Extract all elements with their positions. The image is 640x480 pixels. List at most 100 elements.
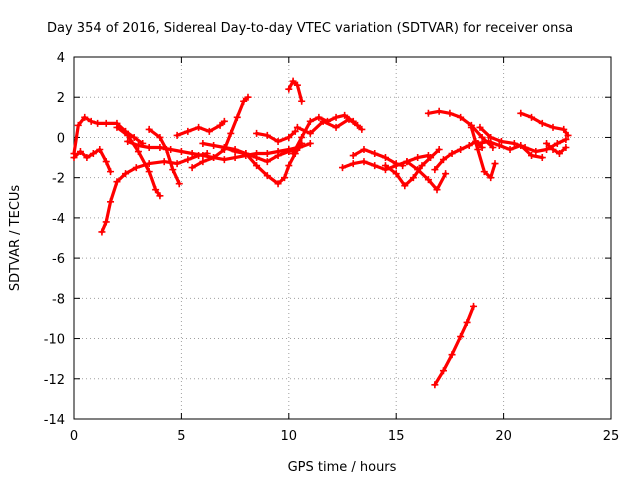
- data-point: [491, 160, 499, 168]
- data-point: [102, 218, 110, 226]
- series-line: [72, 115, 145, 156]
- data-point: [532, 148, 540, 156]
- data-point: [560, 125, 568, 133]
- data-point: [274, 152, 282, 160]
- x-tick-label: 15: [388, 429, 405, 444]
- data-point: [470, 302, 478, 310]
- data-point: [220, 156, 228, 164]
- data-point: [345, 115, 353, 123]
- data-point: [167, 146, 175, 154]
- data-point: [145, 168, 153, 176]
- data-point: [124, 137, 132, 145]
- data-point: [549, 123, 557, 131]
- data-point: [285, 162, 293, 170]
- data-point: [414, 154, 422, 162]
- data-point: [216, 121, 224, 129]
- series-track-4: [113, 123, 164, 200]
- data-point: [233, 113, 241, 121]
- series-track-1: [70, 113, 147, 158]
- data-point: [435, 146, 443, 154]
- data-point: [439, 156, 447, 164]
- data-point: [517, 109, 525, 117]
- data-point: [528, 113, 536, 121]
- series-track-18: [403, 158, 450, 194]
- data-point: [564, 131, 572, 139]
- data-point: [293, 123, 301, 131]
- x-tick-label: 25: [603, 429, 620, 444]
- data-point: [457, 113, 465, 121]
- data-point: [102, 158, 110, 166]
- data-point: [392, 170, 400, 178]
- data-point: [442, 170, 450, 178]
- data-point: [487, 133, 495, 141]
- data-point: [132, 164, 140, 172]
- y-tick-label: -14: [44, 413, 65, 428]
- series-track-25: [517, 109, 572, 139]
- series-track-22: [467, 123, 499, 182]
- data-point: [349, 152, 357, 160]
- data-point: [478, 133, 486, 141]
- data-point: [160, 158, 168, 166]
- data-point: [371, 150, 379, 158]
- data-point: [184, 127, 192, 135]
- data-point: [145, 160, 153, 168]
- data-point: [231, 154, 239, 162]
- data-point: [199, 139, 207, 147]
- grid: [74, 57, 611, 419]
- plot-frame: [73, 56, 612, 420]
- data-point: [510, 139, 518, 147]
- data-point: [360, 158, 368, 166]
- series-track-13: [289, 111, 366, 158]
- x-tick-label: 0: [70, 429, 78, 444]
- data-point: [285, 148, 293, 156]
- series-line: [295, 117, 360, 135]
- data-point: [227, 129, 235, 137]
- series-track-10: [220, 139, 306, 188]
- data-point: [134, 141, 142, 149]
- data-point: [102, 119, 110, 127]
- data-series: [70, 77, 572, 389]
- data-point: [263, 158, 271, 166]
- data-point: [96, 146, 104, 154]
- data-point: [220, 117, 228, 125]
- data-point: [538, 154, 546, 162]
- data-point: [371, 162, 379, 170]
- data-point: [285, 133, 293, 141]
- series-track-15: [339, 152, 432, 174]
- data-point: [175, 180, 183, 188]
- y-tick-label: 0: [57, 131, 65, 146]
- data-point: [403, 158, 411, 166]
- data-point: [94, 119, 102, 127]
- data-point: [487, 174, 495, 182]
- data-point: [495, 141, 503, 149]
- data-point: [173, 131, 181, 139]
- data-point: [448, 351, 456, 359]
- x-tick-label: 5: [177, 429, 185, 444]
- data-point: [285, 85, 293, 93]
- data-point: [113, 178, 121, 186]
- data-point: [298, 97, 306, 105]
- data-point: [332, 113, 340, 121]
- data-point: [274, 137, 282, 145]
- data-point: [463, 318, 471, 326]
- data-point: [156, 144, 164, 151]
- y-tick-label: -12: [44, 373, 65, 388]
- data-point: [199, 152, 207, 160]
- data-point: [81, 113, 89, 121]
- data-point: [184, 156, 192, 164]
- data-point: [457, 146, 465, 154]
- y-tick-label: -6: [52, 252, 65, 267]
- data-point: [98, 228, 106, 236]
- data-point: [543, 146, 551, 154]
- axis-ticks: 0 5 10 15 20 25 -14 -12 -10 -8 -6 -4 -2 0 2 4: [44, 51, 620, 444]
- x-axis-label: GPS time / hours: [288, 460, 397, 475]
- data-point: [448, 150, 456, 158]
- data-point: [134, 148, 142, 156]
- data-point: [381, 162, 389, 170]
- data-point: [497, 137, 505, 145]
- data-point: [457, 333, 465, 341]
- data-point: [354, 121, 362, 129]
- data-point: [349, 160, 357, 168]
- data-point: [409, 174, 417, 182]
- series-track-26: [543, 139, 570, 158]
